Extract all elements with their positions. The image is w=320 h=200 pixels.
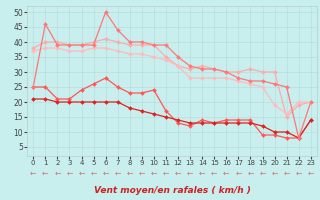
Text: ←: ← xyxy=(78,168,85,178)
Text: ←: ← xyxy=(30,168,36,178)
Text: ←: ← xyxy=(115,168,121,178)
Text: ←: ← xyxy=(271,168,278,178)
Text: ←: ← xyxy=(247,168,254,178)
Text: ←: ← xyxy=(127,168,133,178)
Text: ←: ← xyxy=(151,168,157,178)
Text: ←: ← xyxy=(223,168,229,178)
Text: ←: ← xyxy=(284,168,290,178)
Text: ←: ← xyxy=(295,168,302,178)
Text: ←: ← xyxy=(199,168,205,178)
Text: Vent moyen/en rafales ( km/h ): Vent moyen/en rafales ( km/h ) xyxy=(93,186,251,195)
Text: ←: ← xyxy=(90,168,97,178)
Text: ←: ← xyxy=(54,168,60,178)
Text: ←: ← xyxy=(42,168,49,178)
Text: ←: ← xyxy=(259,168,266,178)
Text: ←: ← xyxy=(163,168,169,178)
Text: ←: ← xyxy=(235,168,242,178)
Text: ←: ← xyxy=(308,168,314,178)
Text: ←: ← xyxy=(211,168,217,178)
Text: ←: ← xyxy=(175,168,181,178)
Text: ←: ← xyxy=(66,168,73,178)
Text: ←: ← xyxy=(139,168,145,178)
Text: ←: ← xyxy=(187,168,193,178)
Text: ←: ← xyxy=(102,168,109,178)
